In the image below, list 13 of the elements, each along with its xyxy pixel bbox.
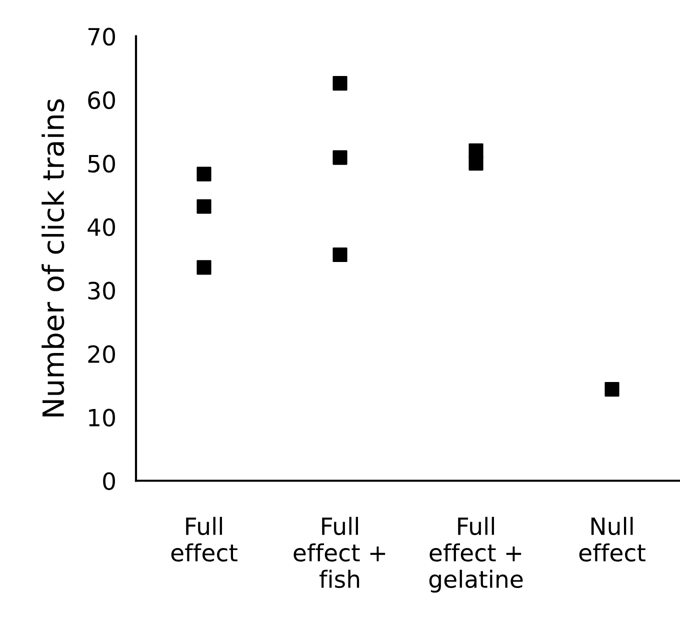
- y-axis-title: Number of click trains: [42, 99, 64, 416]
- y-tick-label: 20: [88, 345, 115, 364]
- y-tick-label: 30: [88, 282, 115, 300]
- x-tick-label: Full effect + fish: [294, 516, 386, 588]
- y-tick-label: 60: [88, 91, 115, 110]
- y-tick-label: 0: [103, 472, 115, 490]
- y-tick-label: 50: [88, 154, 115, 173]
- x-tick-label: Full effect: [171, 516, 238, 562]
- x-tick-label: Null effect: [579, 516, 646, 562]
- y-tick-label: 70: [88, 28, 115, 46]
- y-tick-label: 40: [88, 218, 115, 236]
- y-tick-label: 10: [89, 408, 115, 427]
- x-tick-label: Full effect + gelatine: [429, 516, 523, 593]
